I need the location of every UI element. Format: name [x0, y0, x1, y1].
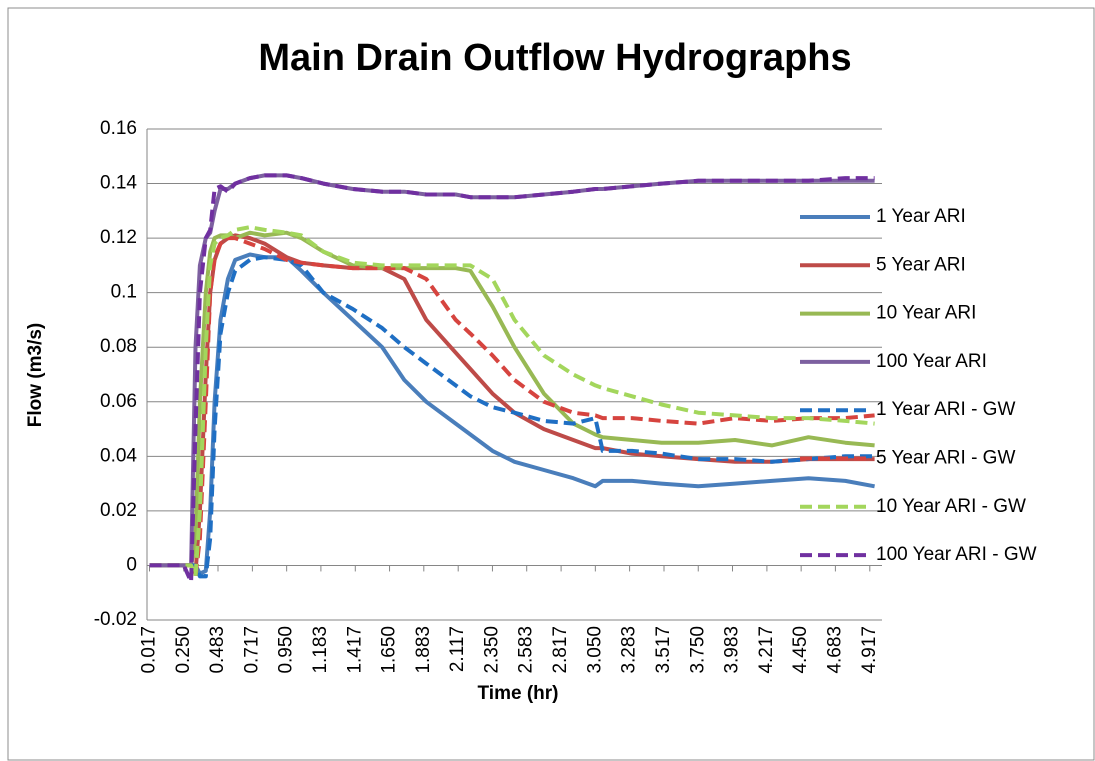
y-tick-label: 0.16 — [100, 118, 137, 139]
x-tick-label: 4.450 — [790, 626, 811, 674]
legend-label: 100 Year ARI — [876, 351, 987, 372]
x-tick-label: 0.250 — [173, 626, 194, 674]
x-tick-label: 0.017 — [139, 626, 160, 674]
chart-frame — [7, 7, 1095, 761]
chart-title: Main Drain Outflow Hydrographs — [258, 37, 851, 79]
legend-label: 1 Year ARI — [876, 206, 966, 227]
x-tick-label: 3.750 — [687, 626, 708, 674]
y-tick-label: -0.02 — [94, 609, 137, 630]
x-tick-label: 1.417 — [344, 626, 365, 674]
y-tick-label: 0.1 — [111, 282, 137, 303]
x-tick-label: 1.650 — [379, 626, 400, 674]
x-tick-label: 1.883 — [413, 626, 434, 674]
x-tick-label: 1.183 — [310, 626, 331, 674]
x-tick-label: 3.517 — [653, 626, 674, 674]
legend-label: 5 Year ARI - GW — [876, 448, 1015, 469]
y-tick-label: 0.12 — [100, 227, 137, 248]
y-tick-label: 0.08 — [100, 336, 137, 357]
legend-label: 1 Year ARI - GW — [876, 399, 1015, 420]
y-tick-label: 0.02 — [100, 500, 137, 521]
legend-label: 5 Year ARI — [876, 254, 966, 275]
series-line — [149, 236, 875, 579]
x-tick-label: 4.917 — [859, 626, 880, 674]
x-tick-label: 3.050 — [584, 626, 605, 674]
series-line — [149, 233, 875, 576]
x-tick-label: 2.117 — [447, 626, 468, 672]
x-tick-label: 3.283 — [619, 626, 640, 674]
legend-label: 10 Year ARI — [876, 303, 976, 324]
x-tick-label: 2.583 — [516, 626, 537, 674]
y-tick-label: 0.04 — [100, 445, 137, 466]
y-tick-label: 0.14 — [100, 173, 137, 194]
series-line — [149, 173, 875, 584]
x-tick-label: 2.817 — [550, 626, 571, 674]
x-tick-label: 4.683 — [824, 626, 845, 674]
x-tick-label: 2.350 — [481, 626, 502, 674]
x-axis-title: Time (hr) — [478, 683, 559, 704]
x-tick-label: 4.217 — [756, 626, 777, 674]
y-axis-title: Flow (m3/s) — [25, 323, 46, 428]
x-tick-label: 0.483 — [207, 626, 228, 674]
x-tick-label: 0.717 — [241, 626, 262, 674]
y-tick-label: 0 — [126, 554, 137, 575]
y-tick-label: 0.06 — [100, 391, 137, 412]
legend-label: 100 Year ARI - GW — [876, 544, 1037, 565]
x-tick-label: 0.950 — [276, 626, 297, 674]
series-line — [149, 255, 875, 579]
x-tick-label: 3.983 — [722, 626, 743, 674]
legend-label: 10 Year ARI - GW — [876, 496, 1026, 517]
series-line — [149, 225, 875, 579]
